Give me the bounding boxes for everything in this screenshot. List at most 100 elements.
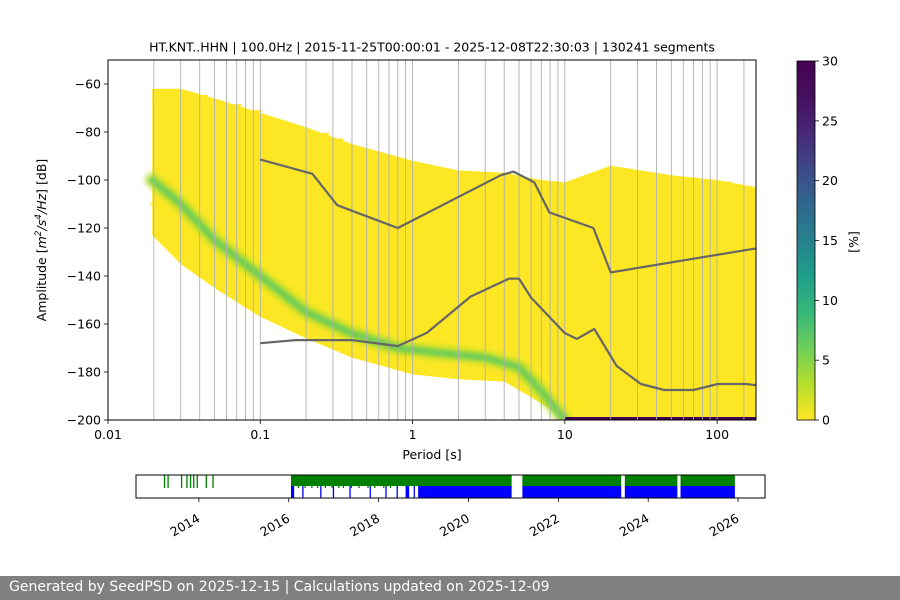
density-speckle — [161, 94, 168, 97]
density-speckle — [356, 148, 366, 151]
density-speckle — [676, 197, 680, 200]
density-speckle — [731, 199, 735, 202]
density-speckle — [584, 196, 590, 199]
y-tick-label: −100 — [67, 173, 101, 188]
timeline-green-stick — [317, 475, 319, 488]
density-speckle — [322, 133, 330, 136]
timeline-blue-stick — [385, 486, 387, 498]
density-speckle — [732, 203, 739, 206]
density-speckle — [459, 184, 470, 187]
density-speckle — [736, 214, 748, 217]
density-speckle — [292, 145, 298, 148]
colorbar-tick-label: 25 — [822, 113, 838, 128]
timeline-tick-label: 2024 — [617, 511, 652, 540]
density-speckle — [626, 177, 636, 180]
density-speckle — [695, 181, 703, 184]
density-speckle — [256, 134, 263, 137]
timeline-tick-label: 2014 — [167, 511, 202, 540]
timeline-green-stick — [193, 475, 195, 488]
density-speckle — [416, 174, 425, 177]
density-speckle — [612, 177, 619, 180]
y-axis-label-unit-m: m — [34, 236, 49, 248]
density-speckle — [160, 115, 168, 118]
density-speckle — [576, 196, 587, 199]
density-speckle — [628, 192, 639, 195]
y-tick-label: −200 — [67, 413, 101, 428]
density-speckle — [442, 169, 447, 172]
colorbar-tick-label: 10 — [822, 293, 838, 308]
density-speckle — [687, 208, 694, 211]
density-speckle — [472, 188, 485, 191]
timeline-blue-block — [680, 486, 735, 498]
timeline-green-block — [680, 475, 735, 486]
timeline-tick-label: 2020 — [437, 511, 472, 540]
y-tick-label: −140 — [67, 269, 101, 284]
timeline-tick-label: 2022 — [527, 511, 562, 540]
density-speckle — [165, 99, 172, 102]
density-speckle — [545, 185, 551, 187]
density-speckle — [713, 201, 726, 204]
density-speckle — [181, 101, 189, 104]
density-speckle — [341, 167, 353, 170]
timeline-green-stick — [180, 475, 183, 488]
density-speckle — [608, 168, 616, 171]
density-speckle — [610, 172, 617, 175]
colorbar-tick-label: 5 — [822, 353, 830, 368]
density-speckle — [297, 130, 302, 132]
y-tick-label: −80 — [75, 125, 101, 140]
density-speckle — [386, 159, 395, 162]
x-tick-label: 10 — [557, 427, 573, 442]
timeline-green-stick — [304, 475, 306, 488]
floor-band — [565, 417, 756, 420]
timeline-frame — [135, 474, 766, 499]
y-axis-ticks: −60 −80 −100 −120 −140 −160 −180 −200 — [67, 77, 108, 428]
density-speckle — [205, 111, 213, 113]
density-speckle — [200, 95, 208, 97]
density-speckle — [627, 201, 632, 204]
density-speckle — [202, 102, 207, 105]
density-speckle — [246, 139, 256, 142]
density-speckle — [206, 112, 210, 115]
timeline-green-stick — [350, 475, 353, 488]
density-speckle — [368, 151, 379, 154]
density-speckle — [489, 188, 495, 191]
timeline-green-stick — [189, 475, 192, 488]
footer-text: Generated by SeedPSD on 2025-12-15 | Cal… — [9, 579, 550, 595]
density-speckle — [507, 185, 517, 188]
colorbar-label: [%] — [846, 231, 861, 253]
density-speckle — [556, 213, 568, 216]
density-speckle — [399, 166, 410, 169]
density-speckle — [265, 128, 273, 131]
density-speckle — [490, 182, 501, 184]
density-speckle — [750, 208, 755, 211]
density-speckle — [557, 193, 568, 196]
density-speckle — [285, 133, 289, 136]
density-speckle — [251, 119, 260, 122]
density-speckle — [291, 147, 298, 150]
density-speckle — [696, 196, 704, 199]
density-speckle — [700, 198, 707, 201]
density-speckle — [532, 190, 538, 193]
density-speckle — [231, 131, 241, 134]
y-tick-label: −180 — [67, 365, 101, 380]
density-speckle — [240, 118, 246, 121]
density-speckle — [216, 115, 224, 118]
density-speckle — [752, 215, 756, 218]
density-speckle — [244, 131, 254, 134]
density-speckle — [659, 205, 666, 208]
density-speckle — [693, 186, 697, 189]
density-speckle — [229, 114, 237, 116]
density-speckle — [428, 196, 439, 199]
x-tick-label: 0.01 — [94, 427, 122, 442]
timeline-blue-stick — [396, 486, 398, 498]
density-speckle — [207, 116, 214, 119]
density-speckle — [201, 100, 210, 103]
density-speckle — [454, 190, 459, 193]
density-speckle — [429, 193, 434, 196]
data-availability-timeline: 2014 2016 2018 2020 2022 2024 2026 — [135, 474, 766, 540]
timeline-green-stick — [324, 475, 326, 488]
timeline-blue-block — [522, 486, 622, 498]
timeline-green-stick — [342, 475, 344, 488]
density-speckle — [591, 176, 599, 179]
density-speckle — [746, 194, 750, 197]
